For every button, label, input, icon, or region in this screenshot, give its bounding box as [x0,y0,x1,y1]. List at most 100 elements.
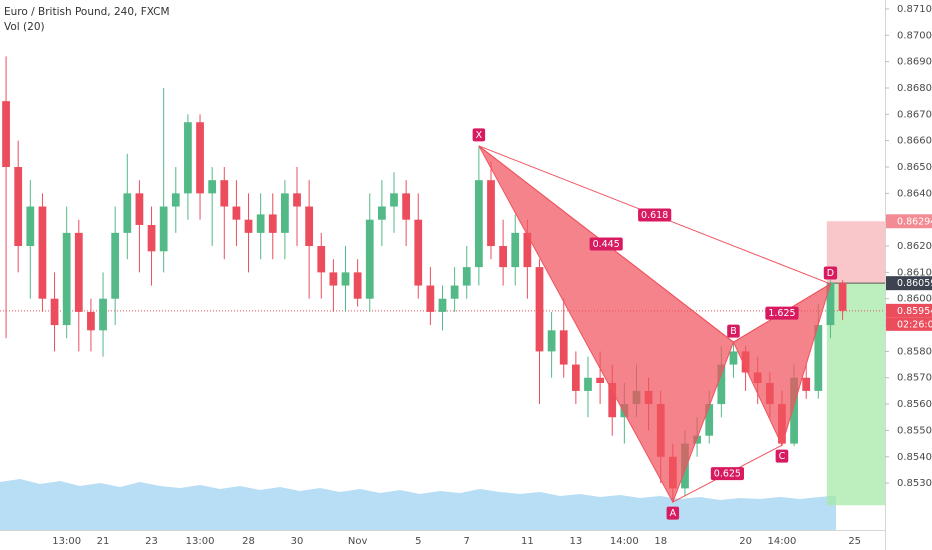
ratio-label-text: 0.618 [641,210,668,221]
point-label: C [775,449,789,463]
candle-body [135,193,144,225]
volume-area [0,479,836,530]
ratio-label-text: 0.625 [714,469,741,480]
candle-body [826,282,835,326]
x-tick-label: 28 [242,536,255,547]
x-tick-label: 20 [739,536,752,547]
candle-body [159,206,168,252]
ratio-label: 0.618 [638,208,672,222]
x-tick-label: Nov [348,536,368,547]
x-tick-label: 21 [97,536,110,547]
candle-body [293,193,301,207]
ratio-label: 0.445 [589,237,623,251]
candle-body [184,122,192,194]
candle-body [38,206,47,299]
stop-zone [826,283,885,506]
candle-body [499,246,507,268]
x-tick-label: 13:00 [186,536,215,547]
ratio-label-text: 1.625 [768,308,795,319]
point-label-bg [727,324,740,338]
candle-body [74,232,83,312]
candle-body [596,377,604,384]
candle-body [438,298,447,312]
point-label: A [666,506,680,520]
candle-body [147,224,156,252]
x-tick-label: 25 [848,536,861,547]
chart-title: Euro / British Pound, 240, FXCM [4,6,170,18]
x-tick-label: 13:00 [52,536,81,547]
ratio-label-bg [710,467,744,481]
candle-body [390,193,398,207]
x-tick-label: 13 [569,536,582,547]
candle-body [244,219,253,233]
candle-body [693,435,701,444]
candle-body [99,298,107,331]
candle-body [208,180,217,194]
candle-body [450,285,459,299]
x-tick-label: 14:00 [610,536,639,547]
candle-body [171,193,180,207]
candle-body [256,214,265,233]
countdown: 02:26:06 [897,319,932,330]
candle-body [281,193,289,233]
point-label: B [727,324,740,338]
ratio-label-text: 0.445 [593,239,620,250]
candle-body [365,219,374,299]
x-tick-label: 11 [521,536,534,547]
candle-body [26,206,35,247]
candle-body [317,246,326,273]
y-tick-label: 0.87100 [897,4,932,15]
point-label-text: A [670,508,677,519]
ratio-label-bg [765,306,799,320]
point-label-text: C [779,451,786,462]
candle-body [474,180,483,268]
entry-price-label-bg [886,276,932,291]
volume-legend: Vol (20) [4,21,45,33]
candle-body [608,383,617,418]
candle-body [523,232,532,268]
candle-body [341,272,350,286]
x-tick-label: 23 [145,536,158,547]
point-label: X [472,128,486,142]
target-price-label: 0.86294 [897,216,932,227]
candle-body [838,282,847,311]
candle-body [717,364,726,405]
entry-price-label: 0.86059 [897,278,932,289]
candle-body [559,330,568,365]
countdown-bg [886,317,932,331]
point-label-text: D [827,268,834,279]
target-price-label-bg [886,214,932,229]
candle-body [196,122,204,194]
candle-body [378,206,386,220]
candle-body [462,267,471,286]
candle-body [511,232,520,268]
candle-body [62,232,71,326]
point-label-text: X [476,130,483,141]
candle-body [547,330,556,352]
candle-body [814,325,823,391]
candle-body [123,193,132,233]
candle-body [353,272,362,299]
point-label: D [823,266,838,280]
ratio-label: 1.625 [765,306,799,320]
ratio-label-bg [589,237,623,251]
last-price-label: 0.85954 [897,306,932,317]
last-price-label-bg [886,303,932,318]
x-tick-label: 18 [654,536,667,547]
candle-body [426,285,435,312]
